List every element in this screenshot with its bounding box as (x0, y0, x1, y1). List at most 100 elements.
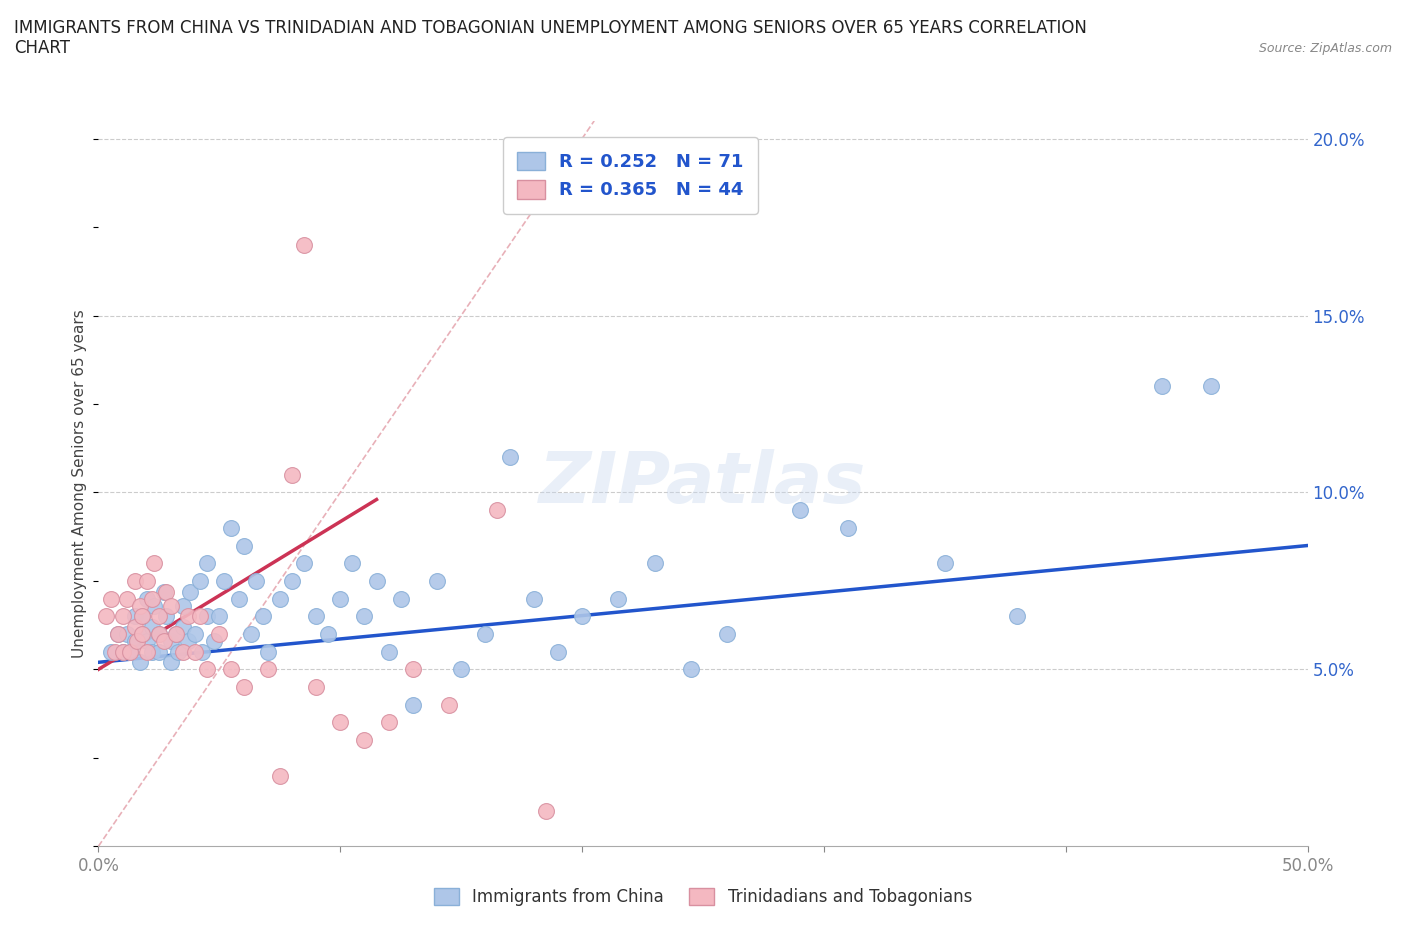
Point (232, 538, 254, 553)
Point (107, 627, 129, 642)
Point (256, 662, 278, 677)
Point (135, 644, 157, 659)
Point (148, 644, 170, 659)
Point (377, 644, 399, 659)
Point (305, 680, 328, 695)
Point (131, 609, 153, 624)
Point (135, 633, 157, 648)
Point (172, 644, 194, 659)
Point (789, 503, 811, 518)
Point (571, 609, 593, 624)
Point (837, 521, 859, 536)
Point (100, 591, 122, 606)
Point (179, 584, 201, 599)
Point (124, 574, 146, 589)
Point (167, 644, 190, 659)
Point (141, 644, 163, 659)
Point (342, 556, 364, 571)
Point (135, 574, 157, 589)
Point (498, 449, 520, 464)
Point (547, 644, 569, 659)
Point (160, 633, 183, 648)
Point (1199, 379, 1222, 393)
Point (160, 598, 183, 613)
Point (152, 584, 174, 599)
Point (124, 609, 146, 624)
Point (177, 633, 200, 648)
Point (292, 237, 315, 252)
Point (128, 655, 150, 670)
Legend: Immigrants from China, Trinidadians and Tobagonians: Immigrants from China, Trinidadians and … (427, 881, 979, 912)
Point (111, 609, 134, 624)
Point (252, 609, 274, 624)
Point (353, 733, 375, 748)
Point (177, 609, 200, 624)
Point (141, 591, 163, 606)
Point (124, 619, 146, 634)
Point (104, 644, 127, 659)
Point (281, 574, 304, 589)
Text: ZIPatlas: ZIPatlas (540, 449, 866, 518)
Point (426, 574, 449, 589)
Legend: R = 0.252   N = 71, R = 0.365   N = 44: R = 0.252 N = 71, R = 0.365 N = 44 (503, 138, 758, 214)
Point (118, 644, 141, 659)
Point (191, 644, 214, 659)
Point (155, 609, 177, 624)
Point (172, 619, 194, 634)
Point (1007, 609, 1029, 624)
Point (534, 804, 557, 818)
Point (204, 633, 226, 648)
Point (366, 574, 388, 589)
Point (221, 521, 243, 536)
Point (402, 698, 425, 712)
Point (934, 556, 956, 571)
Point (111, 644, 134, 659)
Point (188, 609, 211, 624)
Point (143, 598, 166, 613)
Point (377, 715, 399, 730)
Point (212, 574, 235, 589)
Point (184, 644, 207, 659)
Point (269, 591, 291, 606)
Point (208, 627, 231, 642)
Point (118, 644, 141, 659)
Point (523, 591, 546, 606)
Point (437, 698, 460, 712)
Point (305, 609, 328, 624)
Point (644, 556, 666, 571)
Point (165, 627, 187, 642)
Point (269, 768, 291, 783)
Point (143, 556, 166, 571)
Point (195, 609, 218, 624)
Point (1152, 379, 1174, 393)
Point (353, 609, 375, 624)
Point (232, 680, 254, 695)
Point (245, 574, 267, 589)
Point (486, 503, 509, 518)
Point (256, 644, 278, 659)
Point (127, 633, 149, 648)
Point (141, 619, 163, 634)
Point (716, 627, 738, 642)
Point (329, 715, 352, 730)
Point (450, 662, 472, 677)
Point (607, 591, 630, 606)
Point (316, 627, 339, 642)
Point (239, 627, 262, 642)
Point (281, 467, 304, 482)
Point (128, 598, 150, 613)
Point (389, 591, 412, 606)
Point (155, 584, 177, 599)
Point (148, 609, 170, 624)
Point (679, 662, 702, 677)
Point (184, 627, 207, 642)
Point (402, 662, 425, 677)
Point (221, 662, 243, 677)
Point (117, 591, 139, 606)
Point (474, 627, 496, 642)
Point (94, 609, 117, 624)
Text: IMMIGRANTS FROM CHINA VS TRINIDADIAN AND TOBAGONIAN UNEMPLOYMENT AMONG SENIORS O: IMMIGRANTS FROM CHINA VS TRINIDADIAN AND… (14, 19, 1087, 58)
Point (131, 627, 153, 642)
Point (165, 627, 187, 642)
Point (292, 556, 315, 571)
